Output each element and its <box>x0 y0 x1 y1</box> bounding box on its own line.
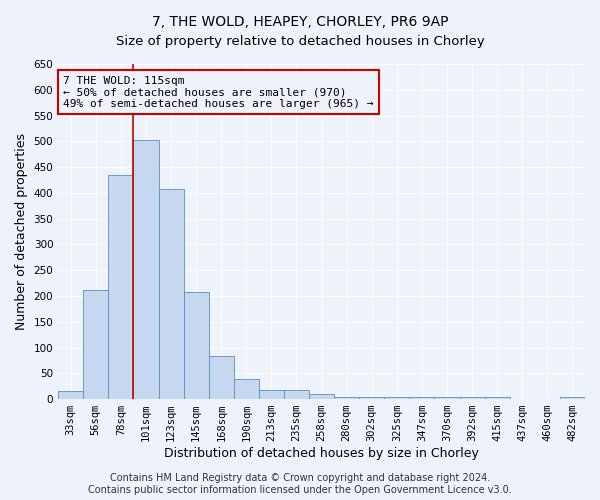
Text: Contains HM Land Registry data © Crown copyright and database right 2024.
Contai: Contains HM Land Registry data © Crown c… <box>88 474 512 495</box>
Bar <box>184 292 209 399</box>
Bar <box>409 397 434 399</box>
Bar <box>385 397 409 399</box>
Bar <box>485 397 510 399</box>
Bar <box>309 394 334 399</box>
Bar <box>510 398 535 399</box>
Bar <box>334 396 359 399</box>
Y-axis label: Number of detached properties: Number of detached properties <box>15 133 28 330</box>
Bar <box>284 390 309 399</box>
Bar <box>58 392 83 399</box>
Text: 7, THE WOLD, HEAPEY, CHORLEY, PR6 9AP: 7, THE WOLD, HEAPEY, CHORLEY, PR6 9AP <box>152 15 448 29</box>
Bar <box>83 290 109 399</box>
Bar <box>460 397 485 399</box>
Bar <box>109 175 133 399</box>
Bar <box>535 398 560 399</box>
Bar <box>133 140 158 399</box>
Bar <box>434 397 460 399</box>
Bar <box>209 356 234 399</box>
Bar <box>158 190 184 399</box>
Bar <box>359 397 385 399</box>
Text: Size of property relative to detached houses in Chorley: Size of property relative to detached ho… <box>116 35 484 48</box>
Bar <box>259 390 284 399</box>
Bar <box>560 397 585 399</box>
Text: 7 THE WOLD: 115sqm
← 50% of detached houses are smaller (970)
49% of semi-detach: 7 THE WOLD: 115sqm ← 50% of detached hou… <box>64 76 374 109</box>
Bar <box>234 380 259 399</box>
X-axis label: Distribution of detached houses by size in Chorley: Distribution of detached houses by size … <box>164 447 479 460</box>
